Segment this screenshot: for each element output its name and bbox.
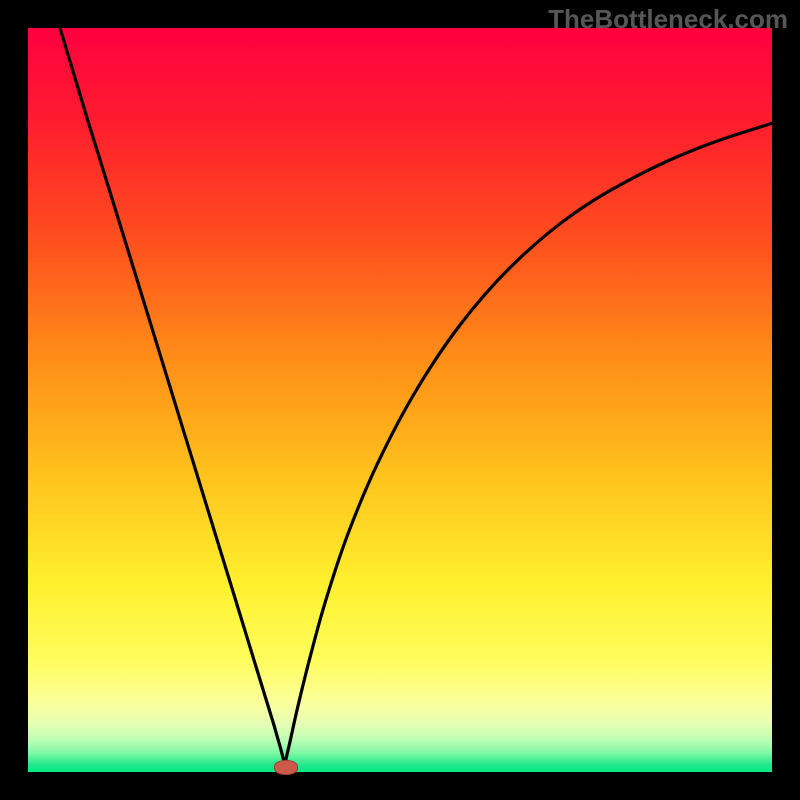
watermark-text: TheBottleneck.com [548,4,788,35]
dip-marker [274,760,298,775]
plot-svg [28,28,772,772]
gradient-background [28,28,772,772]
plot-area [28,28,772,772]
chart-container: TheBottleneck.com [0,0,800,800]
